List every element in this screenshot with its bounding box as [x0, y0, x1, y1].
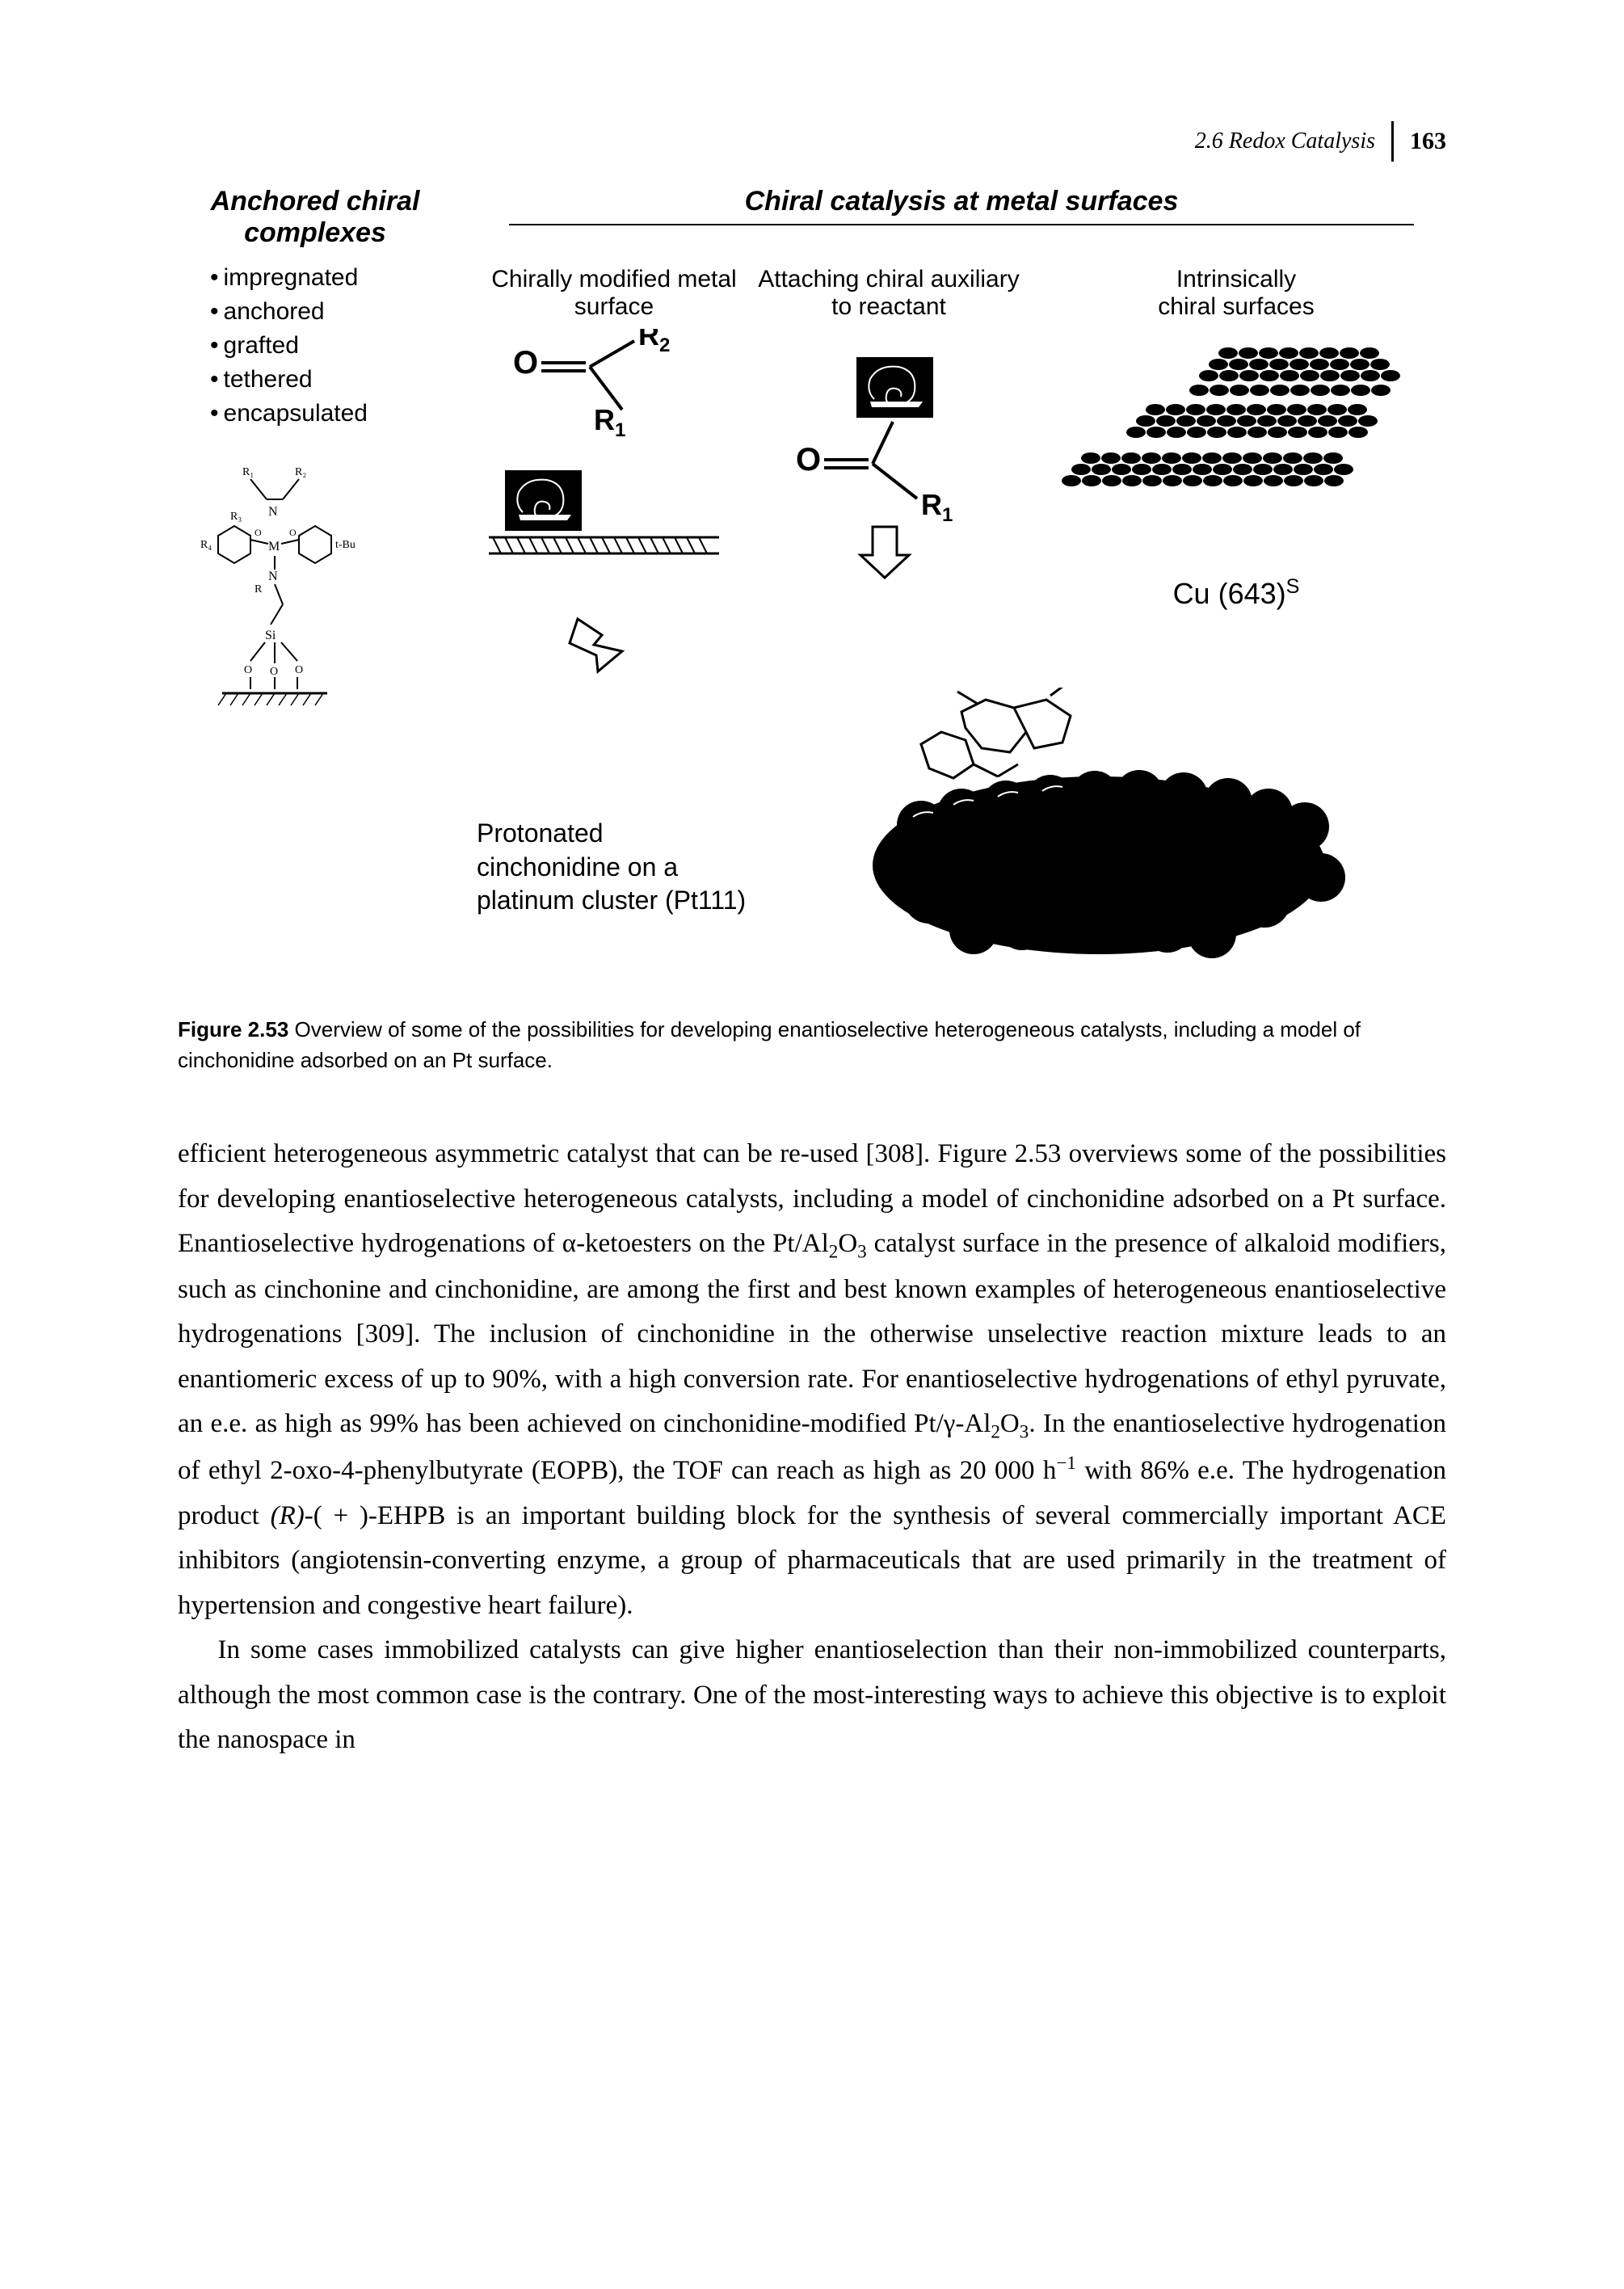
list-item: impregnated — [210, 261, 452, 295]
svg-text:R2: R2 — [638, 329, 670, 356]
svg-text:O: O — [244, 664, 252, 676]
figure-caption: Figure 2.53 Overview of some of the poss… — [178, 1015, 1446, 1075]
svg-text:N: N — [268, 570, 278, 583]
svg-text:O: O — [295, 664, 303, 676]
figure-number: Figure 2.53 — [178, 1017, 288, 1041]
svg-text:M: M — [268, 540, 280, 553]
figure-2-53: Anchored chiral complexes impregnated an… — [178, 186, 1446, 1075]
sub-header-intrinsic: Intrinsically chiral surfaces — [1026, 266, 1446, 321]
body-text: efficient heterogeneous asymmetric catal… — [178, 1132, 1446, 1762]
svg-text:Si: Si — [265, 629, 276, 642]
paragraph-2: In some cases immobilized catalysts can … — [178, 1628, 1446, 1762]
svg-text:t-Bu: t-Bu — [335, 539, 356, 551]
svg-text:R: R — [255, 583, 263, 595]
top-diagram-row: O R2 R1 — [477, 329, 1446, 611]
svg-text:R₄: R₄ — [200, 539, 212, 551]
surface-label: Cu (643)S — [1026, 575, 1446, 611]
modified-surface-diagram: O R2 R1 — [477, 329, 751, 575]
left-column-title: Anchored chiral complexes — [178, 186, 452, 249]
list-item: encapsulated — [210, 397, 452, 431]
subcategory-headers: Chirally modified metal surface Attachin… — [477, 266, 1446, 321]
page-header: 2.6 Redox Catalysis 163 — [178, 121, 1446, 162]
pt-cluster-diagram — [816, 688, 1382, 974]
svg-text:O: O — [513, 345, 538, 381]
list-item: tethered — [210, 363, 452, 397]
pt-cluster-row: Protonated cinchonidine on a platinum cl… — [477, 688, 1446, 974]
svg-text:O: O — [289, 527, 297, 538]
anchoring-methods-list: impregnated anchored grafted tethered en… — [210, 261, 452, 431]
intrinsic-surface-diagram: Cu (643)S — [1026, 329, 1446, 611]
svg-text:O: O — [255, 527, 262, 538]
sub-header-auxiliary: Attaching chiral auxiliary to reactant — [751, 266, 1026, 321]
svg-text:R₃: R₃ — [230, 511, 242, 523]
anchored-complexes-column: Anchored chiral complexes impregnated an… — [178, 186, 452, 974]
down-arrow-icon — [557, 611, 1446, 688]
svg-text:R₂: R₂ — [295, 466, 306, 478]
svg-text:O: O — [796, 442, 821, 478]
protonated-label: Protonated cinchonidine on a platinum cl… — [477, 817, 800, 918]
header-separator — [1391, 121, 1394, 162]
svg-text:R1: R1 — [921, 488, 953, 526]
chiral-catalysis-column: Chiral catalysis at metal surfaces Chira… — [477, 186, 1446, 974]
right-column-title: Chiral catalysis at metal surfaces — [509, 186, 1414, 225]
auxiliary-diagram: O R1 — [768, 353, 1010, 583]
paragraph-1: efficient heterogeneous asymmetric catal… — [178, 1132, 1446, 1628]
svg-text:O: O — [270, 666, 278, 678]
list-item: anchored — [210, 295, 452, 329]
svg-text:N: N — [268, 505, 278, 519]
figure-caption-text: Overview of some of the possibilities fo… — [178, 1017, 1361, 1072]
section-reference: 2.6 Redox Catalysis — [1195, 128, 1375, 154]
sub-header-modified: Chirally modified metal surface — [477, 266, 751, 321]
anchored-complex-structure: R₁ R₂ N M R₄ R₃ t-Bu — [194, 455, 452, 713]
page-number: 163 — [1410, 128, 1446, 155]
list-item: grafted — [210, 329, 452, 363]
svg-text:R₁: R₁ — [242, 466, 254, 478]
